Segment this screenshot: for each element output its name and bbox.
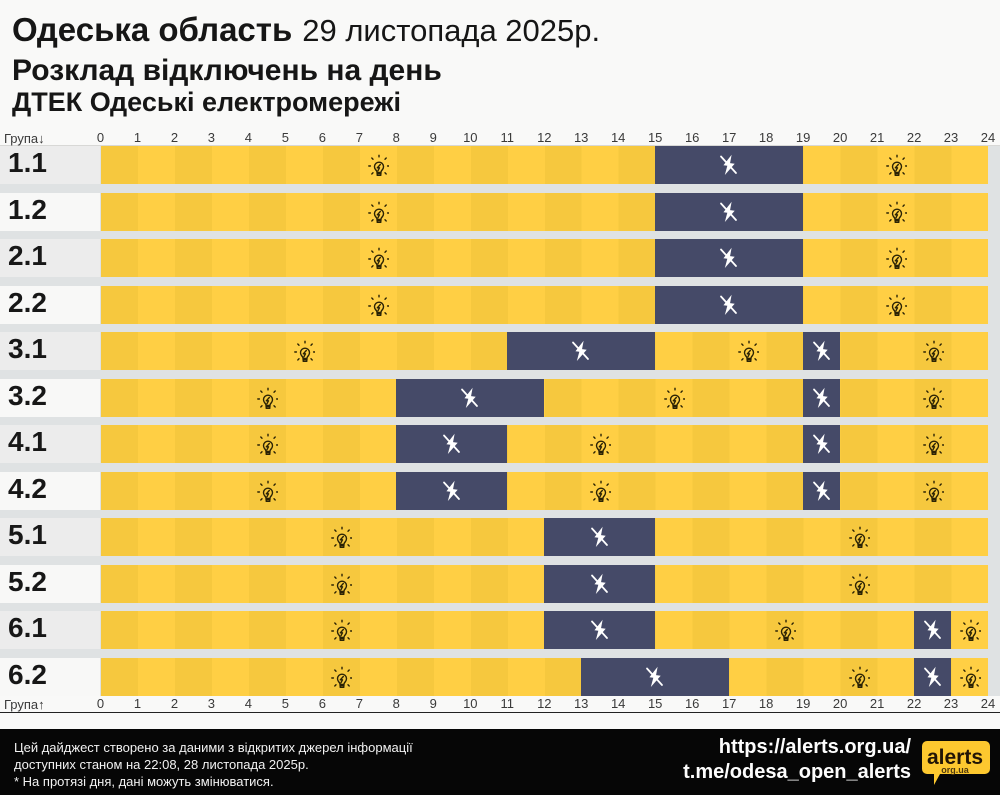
svg-text:org.ua: org.ua <box>941 765 969 775</box>
